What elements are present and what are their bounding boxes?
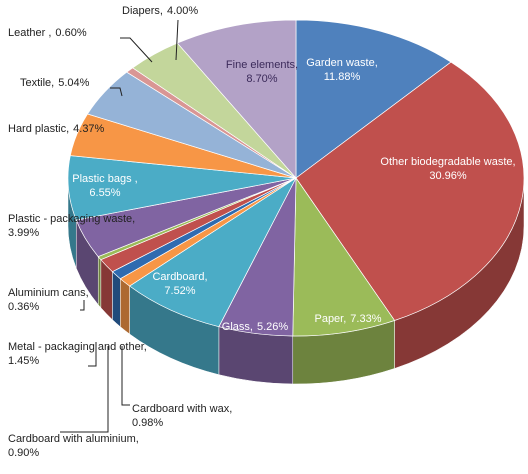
label-category: Plastic - packaging waste, xyxy=(8,213,135,225)
leader-line xyxy=(88,342,97,367)
label-category: Leather , xyxy=(8,27,51,39)
label-category: Textile, xyxy=(20,77,54,89)
data-label: Hard plastic, 4.37% xyxy=(8,123,105,135)
label-category: Plastic bags , xyxy=(72,173,137,185)
leader-line xyxy=(60,346,109,433)
slice xyxy=(292,176,396,337)
data-label: Cardboard with aluminium, 0.90% xyxy=(8,433,139,459)
data-label: Garden waste, 11.88% xyxy=(306,57,378,83)
label-value: 3.99% xyxy=(8,227,39,239)
data-label: Fine elements, 8.70% xyxy=(226,59,298,85)
data-label: Plastic bags , 6.55% xyxy=(72,173,137,199)
slice-side xyxy=(120,278,130,335)
label-value: 4.00% xyxy=(167,5,198,17)
label-category: Cardboard with aluminium, xyxy=(8,433,139,445)
label-value: 0.36% xyxy=(8,301,39,313)
label-category: Glass, xyxy=(222,321,253,333)
label-category: Fine elements, xyxy=(226,59,298,71)
data-label: Diapers, 4.00% xyxy=(122,5,198,17)
label-category: Garden waste, xyxy=(306,57,378,69)
label-category: Aluminium cans, xyxy=(8,287,89,299)
data-label: Aluminium cans, 0.36% xyxy=(8,287,89,313)
leader-line xyxy=(120,37,153,63)
label-value: 7.52% xyxy=(164,285,195,297)
label-value: 8.70% xyxy=(246,73,277,85)
label-category: Diapers, xyxy=(122,5,163,17)
label-value: 0.98% xyxy=(132,417,163,429)
label-value: 4.37% xyxy=(73,123,104,135)
slice-side xyxy=(97,255,102,309)
label-category: Cardboard with wax, xyxy=(132,403,232,415)
label-category: Cardboard, xyxy=(152,271,207,283)
label-category: Metal - packaging and other, xyxy=(8,341,147,353)
slice xyxy=(128,176,297,328)
data-label: Cardboard with wax, 0.98% xyxy=(132,403,232,429)
label-value: 11.88% xyxy=(324,71,361,83)
data-label: Glass, 5.26% xyxy=(222,321,289,333)
label-value: 5.04% xyxy=(58,77,89,89)
data-label: Paper, 7.33% xyxy=(314,313,381,325)
slice xyxy=(295,19,452,179)
label-value: 5.26% xyxy=(257,321,288,333)
data-label: Textile, 5.04% xyxy=(20,77,90,89)
label-category: Other biodegradable waste, xyxy=(380,156,515,168)
label-category: Hard plastic, xyxy=(8,123,69,135)
leader-line xyxy=(175,19,179,61)
label-value: 0.60% xyxy=(55,27,86,39)
slice xyxy=(295,61,525,321)
slice-side xyxy=(112,271,121,328)
label-value: 6.55% xyxy=(89,187,120,199)
data-label: Plastic - packaging waste, 3.99% xyxy=(8,213,135,239)
label-value: 1.45% xyxy=(8,355,39,367)
slice xyxy=(176,19,297,179)
label-category: Paper, xyxy=(314,313,346,325)
leader-line xyxy=(121,346,130,406)
label-value: 30.96% xyxy=(429,170,467,182)
label-value: 0.90% xyxy=(8,447,39,459)
leader-line xyxy=(80,300,85,311)
label-value: 7.33% xyxy=(350,313,381,325)
leader-line xyxy=(110,87,123,97)
data-label: Cardboard, 7.52% xyxy=(152,271,207,297)
data-label: Metal - packaging and other, 1.45% xyxy=(8,341,147,367)
data-label: Leather , 0.60% xyxy=(8,27,87,39)
data-label: Other biodegradable waste, 30.96% xyxy=(380,156,515,182)
